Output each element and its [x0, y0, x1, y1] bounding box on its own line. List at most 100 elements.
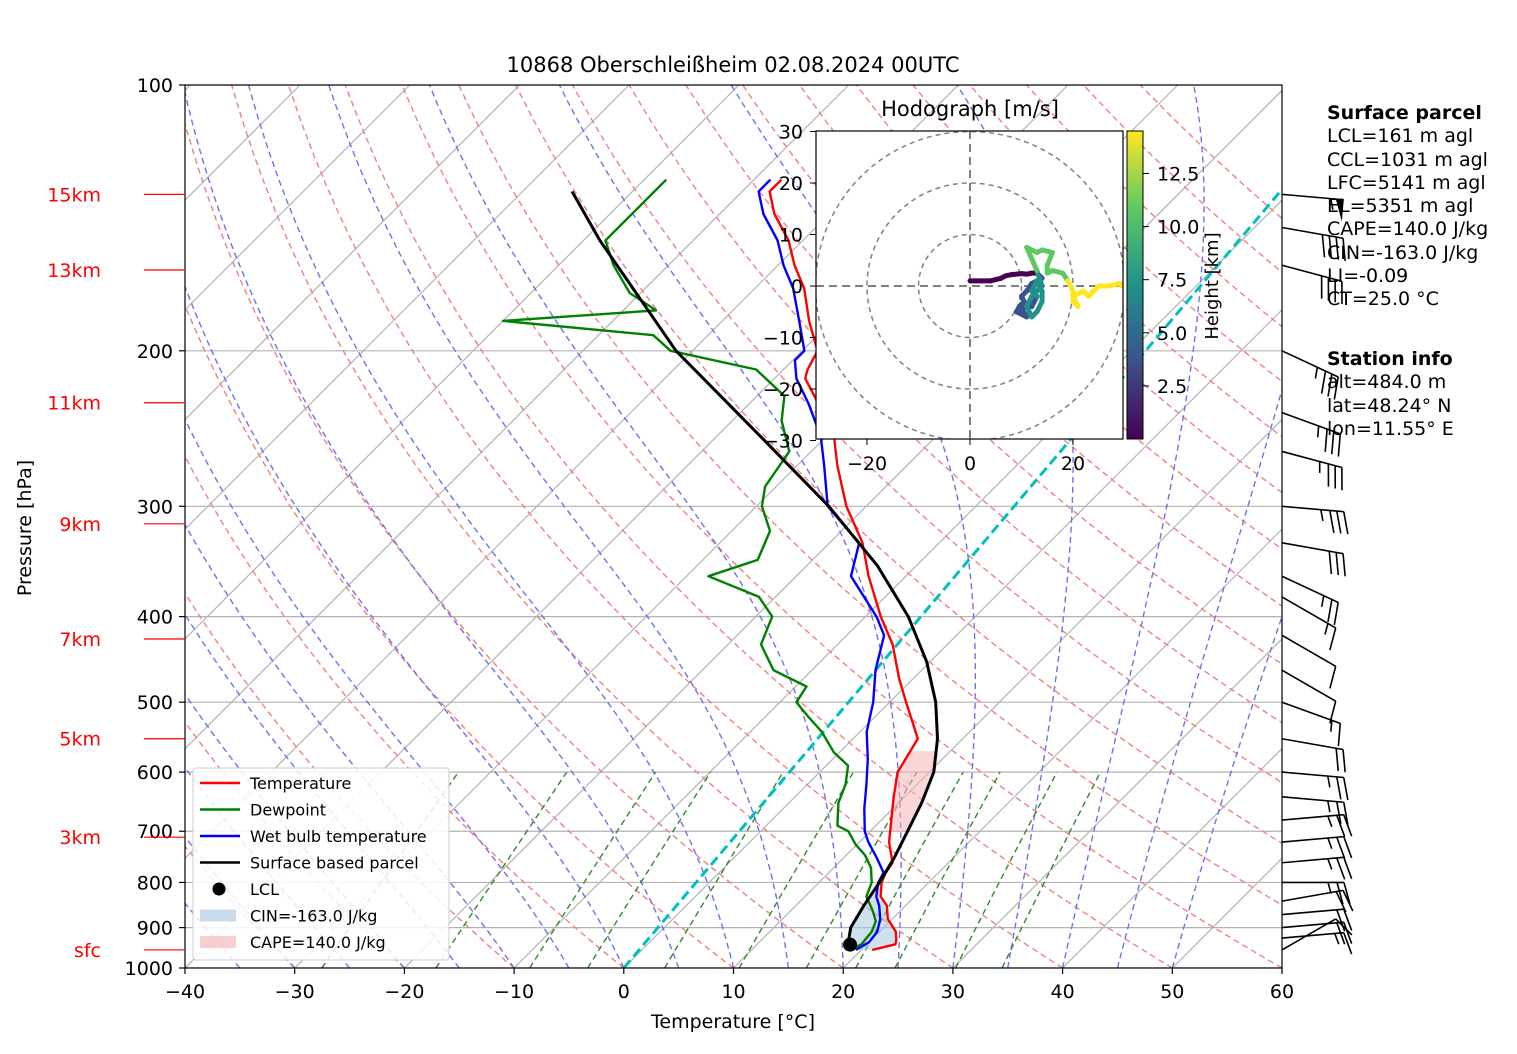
legend-label: LCL — [250, 880, 279, 899]
wind-barb — [1281, 634, 1337, 689]
barb-flag — [1330, 431, 1335, 455]
colorbar-tick-label: 5.0 — [1157, 323, 1187, 345]
y-tick-label: 300 — [137, 496, 173, 518]
barb-flag — [1333, 602, 1339, 626]
barb-flag — [1343, 908, 1353, 931]
barb-staff — [1281, 701, 1341, 725]
axes: −40 −30 −20 −10 0 10 20 30 40 50 60100200300400500… — [125, 75, 1294, 1003]
isotherm-line — [185, 85, 630, 531]
barb-flag — [1343, 882, 1351, 905]
barb-staff — [1281, 737, 1344, 751]
mixing-ratio-line — [955, 771, 1058, 968]
y-tick-label: 200 — [137, 341, 173, 363]
barb-half-flag — [1320, 595, 1325, 608]
dry-adiabat — [855, 85, 1282, 494]
moist-adiabat — [185, 417, 570, 968]
moist-adiabat — [730, 85, 976, 968]
wind-barb — [1281, 505, 1349, 535]
barb-flag — [1342, 238, 1346, 262]
legend-entry: Surface based parcel — [200, 854, 419, 873]
hodograph-title: Hodograph [m/s] — [881, 97, 1059, 121]
barb-staff — [1281, 813, 1344, 821]
barb-flag — [1342, 553, 1346, 577]
x-tick-label: −10 — [494, 981, 534, 1003]
legend-box — [192, 767, 450, 961]
parcel-lcl: LCL=161 m agl — [1327, 125, 1474, 148]
barb-flag — [1343, 921, 1353, 944]
parcel-lfc: LFC=5141 m agl — [1327, 171, 1486, 194]
parcel-cape: CAPE=140.0 J/kg — [1327, 218, 1489, 241]
barb-flag — [1329, 627, 1337, 651]
barb-flag — [1321, 234, 1326, 258]
parcel-ccl: CCL=1031 m agl — [1327, 148, 1488, 171]
isotherm-line — [952, 638, 1282, 968]
barb-staff — [1281, 505, 1344, 513]
mixing-ratio-line — [587, 771, 712, 968]
lcl-marker — [843, 937, 858, 952]
wind-barb — [1281, 835, 1353, 859]
mixing-ratio-line — [738, 771, 855, 968]
mixing-ratio-line — [663, 771, 784, 968]
barb-half-flag — [1327, 882, 1332, 894]
barb-half-flag — [1320, 509, 1324, 522]
wind-barb — [1281, 908, 1353, 932]
hodograph-y-tick-label: 0 — [791, 276, 803, 298]
moist-adiabat — [247, 85, 735, 968]
barb-flag — [1336, 922, 1346, 945]
barb-flag — [1342, 749, 1346, 773]
isotherm-line — [733, 418, 1282, 968]
parcel-ct: CT=25.0 °C — [1327, 288, 1439, 311]
legend-swatch — [200, 909, 236, 922]
barb-flag — [1336, 815, 1346, 837]
hodograph-y-tick-label: 10 — [779, 225, 803, 247]
barb-half-flag — [1324, 623, 1329, 635]
barb-staff — [1281, 542, 1344, 555]
isotherm-line — [185, 85, 850, 750]
hodograph-trace-segment — [1034, 268, 1045, 289]
legend-label: Wet bulb temperature — [250, 827, 427, 846]
station-lon: lon=11.55° E — [1327, 417, 1454, 440]
barb-staff — [1281, 450, 1343, 469]
x-tick-label: −30 — [275, 981, 315, 1003]
station-info-panel: Station info alt=484.0 m lat=48.24° N lo… — [1327, 348, 1454, 441]
dry-adiabat — [231, 85, 954, 968]
hodograph-colorbar — [1126, 130, 1144, 440]
parcel-el: EL=5351 m agl — [1327, 195, 1474, 218]
legend: Temperature Dewpoint Wet bulb temperature S… — [192, 767, 450, 961]
wind-barbs — [1281, 193, 1354, 955]
y-tick-label: 1000 — [125, 958, 173, 980]
legend-label: Dewpoint — [250, 801, 326, 820]
barb-flag — [1342, 777, 1349, 801]
isotherm-line — [185, 85, 740, 640]
moist-adiabat — [185, 89, 680, 968]
station-lat: lat=48.24° N — [1327, 394, 1452, 417]
barb-staff — [1281, 921, 1344, 929]
surface-parcel-title: Surface parcel — [1327, 102, 1482, 124]
height-label: 11km — [47, 393, 101, 415]
colorbar-tick-label: 7.5 — [1157, 270, 1187, 292]
wind-barb — [1281, 264, 1343, 305]
moist-adiabat — [1061, 85, 1205, 968]
mixing-ratio-line — [435, 771, 568, 968]
barb-flag — [1335, 891, 1347, 913]
legend-entry: Temperature — [200, 774, 351, 793]
hodograph: Hodograph [m/s] −20 0 20 30 20 10 0 −10 −20 −30 2… — [763, 97, 1223, 475]
barb-flag — [1337, 433, 1342, 457]
mixing-ratio-line — [529, 771, 657, 968]
surface-parcel-panel: Surface parcel LCL=161 m agl CCL=1031 m … — [1327, 102, 1488, 312]
barb-half-flag — [1330, 198, 1334, 210]
barb-half-flag — [1314, 367, 1319, 379]
wind-barb — [1281, 737, 1346, 773]
legend-entry: CAPE=140.0 J/kg — [200, 933, 386, 952]
surface-based-parcelline — [570, 190, 939, 951]
barb-half-flag — [1327, 858, 1333, 870]
barb-flag — [1333, 376, 1339, 400]
wind-barb — [1281, 813, 1353, 837]
barb-flag — [1329, 666, 1337, 689]
moist-adiabats — [185, 85, 1282, 968]
y-axis-label: Pressure [hPa] — [14, 460, 36, 596]
wind-barb — [1281, 542, 1346, 577]
moist-adiabat — [956, 85, 1074, 968]
y-tick-label: 500 — [137, 692, 173, 714]
height-label: 15km — [47, 184, 101, 206]
